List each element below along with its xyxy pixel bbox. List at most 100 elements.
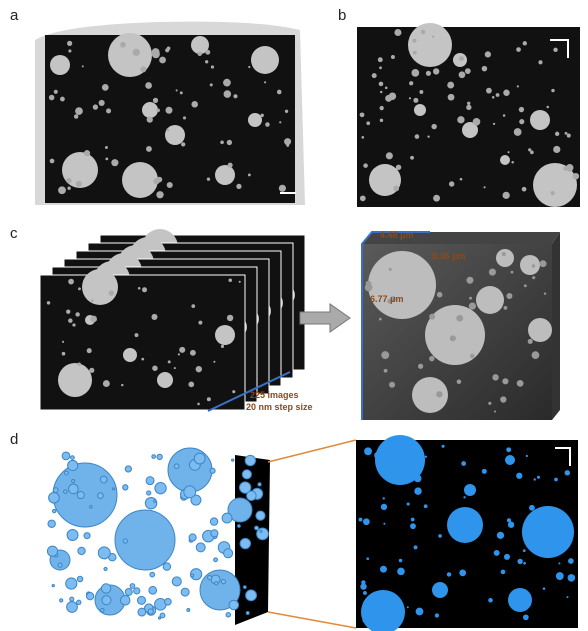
particle: [138, 287, 141, 290]
particle: [221, 345, 224, 348]
particle: [500, 396, 506, 402]
particle: [532, 351, 540, 359]
particle: [168, 448, 212, 492]
particle: [47, 546, 57, 556]
particle: [227, 140, 232, 145]
particle: [125, 466, 131, 472]
particle: [566, 164, 574, 172]
particle: [526, 455, 528, 457]
particle: [222, 513, 232, 523]
particle: [105, 146, 108, 149]
particle: [233, 94, 237, 98]
particle: [551, 89, 554, 92]
particle: [503, 192, 510, 199]
particle: [364, 447, 372, 455]
particle: [227, 315, 233, 321]
particle: [363, 163, 368, 168]
particle: [416, 608, 424, 616]
particle: [519, 119, 524, 124]
particle: [152, 366, 157, 371]
particle: [394, 29, 401, 36]
particle: [488, 598, 493, 603]
particle: [255, 526, 259, 530]
particle: [187, 609, 190, 612]
particle: [181, 588, 189, 596]
particle: [77, 576, 82, 581]
particle: [379, 66, 382, 69]
particle: [152, 48, 160, 56]
particle: [89, 368, 94, 373]
particle: [178, 353, 180, 355]
particle: [285, 110, 288, 113]
particle: [68, 318, 73, 323]
particle: [496, 93, 500, 97]
particle: [390, 475, 393, 478]
particle: [165, 598, 172, 605]
particle: [213, 361, 215, 363]
particle: [460, 178, 463, 181]
particle: [463, 496, 465, 498]
particle: [210, 468, 215, 473]
particle: [60, 599, 63, 602]
particle: [232, 390, 235, 393]
particle: [147, 491, 151, 495]
particle: [72, 479, 75, 482]
particle: [82, 65, 84, 67]
particle: [546, 106, 549, 109]
particle: [460, 508, 465, 513]
particle: [207, 177, 210, 180]
particle: [408, 23, 452, 67]
particle: [363, 518, 370, 525]
particle: [149, 586, 157, 594]
particle: [528, 339, 533, 344]
particle: [506, 293, 512, 299]
particle: [363, 591, 367, 595]
particle: [66, 578, 77, 589]
particle: [506, 447, 511, 452]
particle: [172, 577, 181, 586]
height: 6.77 μm: [370, 294, 404, 304]
particle: [211, 65, 214, 68]
particle: [78, 287, 81, 290]
particle: [508, 588, 532, 612]
particle: [179, 347, 185, 353]
particle: [205, 50, 210, 55]
particle: [156, 191, 163, 198]
particle: [150, 572, 155, 577]
particle: [196, 543, 205, 552]
particle: [426, 71, 431, 76]
particle: [523, 562, 526, 565]
particle: [362, 618, 366, 622]
particle: [246, 590, 257, 601]
particle: [123, 485, 128, 490]
particle: [248, 173, 251, 176]
particle: [522, 506, 574, 558]
particle: [145, 82, 152, 89]
particle: [163, 563, 170, 570]
particle: [492, 96, 495, 99]
particle: [410, 523, 416, 529]
particle: [228, 278, 232, 282]
particle: [102, 596, 111, 605]
particle: [389, 92, 397, 100]
particle: [505, 455, 515, 465]
particle: [155, 483, 166, 494]
particle: [523, 614, 529, 620]
particle: [90, 316, 97, 323]
particle: [58, 363, 92, 397]
particle: [485, 51, 491, 57]
particle: [191, 574, 194, 577]
particle: [525, 607, 528, 610]
particle: [528, 148, 531, 151]
particle: [98, 493, 104, 499]
particle: [75, 107, 83, 115]
particle: [459, 71, 466, 78]
particle: [86, 593, 93, 600]
particle: [418, 364, 423, 369]
box-side: [552, 232, 560, 420]
particle: [87, 348, 92, 353]
particle: [246, 612, 249, 615]
particle: [82, 269, 118, 305]
particle: [396, 165, 401, 170]
particle: [140, 66, 146, 72]
